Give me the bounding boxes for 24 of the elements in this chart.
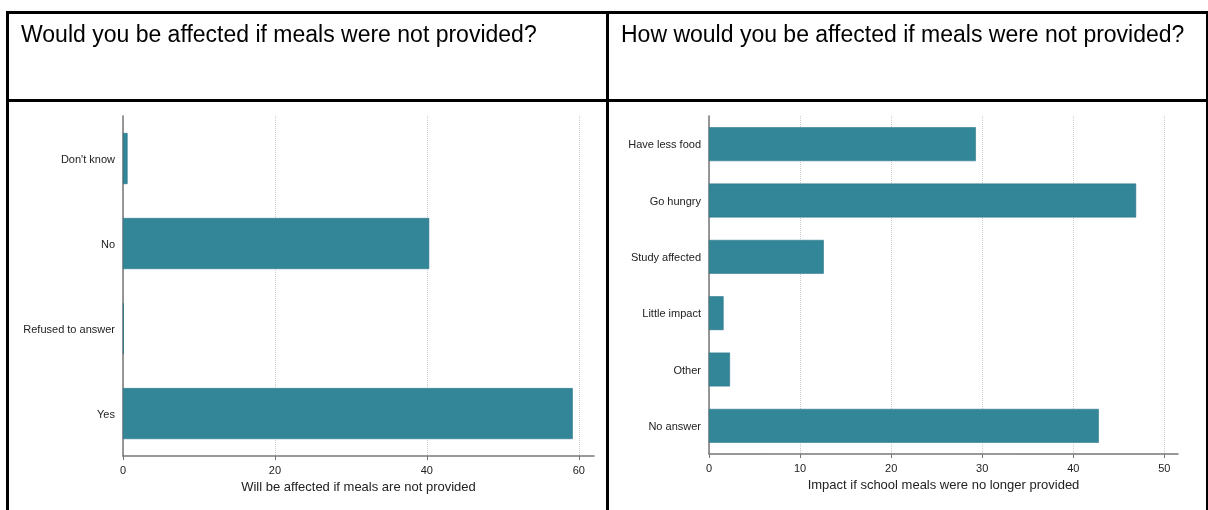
x-axis-title: Impact if school meals were no longer provided — [807, 476, 1080, 492]
x-tick-label: 30 — [976, 461, 989, 474]
x-tick-label: 0 — [119, 463, 127, 476]
x-tick-label: 40 — [1067, 461, 1080, 474]
x-tick-label: 40 — [420, 463, 433, 476]
y-tick-label: Study affected — [630, 250, 701, 263]
y-tick-label: No answer — [648, 419, 702, 432]
x-tick-label: 10 — [793, 461, 807, 474]
y-tick-label: Don't know — [60, 152, 116, 165]
x-tick-label: 0 — [705, 461, 713, 474]
y-tick-label: Other — [673, 363, 702, 376]
x-tick-label: 20 — [885, 461, 898, 474]
y-tick-label: Yes — [97, 407, 116, 420]
y-tick-label: Little impact — [642, 307, 701, 320]
chart-title: How would you be affected if meals were not provided? — [609, 14, 1206, 102]
y-tick-label: No — [100, 237, 115, 250]
x-axis-title: Will be affected if meals are not provided — [241, 479, 476, 494]
x-tick-label: 20 — [268, 463, 282, 476]
x-tick-label: 60 — [572, 463, 585, 476]
y-tick-label: Have less food — [628, 138, 701, 151]
x-tick-label: 50 — [1158, 461, 1171, 474]
y-tick-label: Go hungry — [649, 194, 702, 207]
y-tick-label: Refused to answer — [23, 322, 116, 335]
chart-title: Would you be affected if meals were not provided? — [9, 14, 606, 102]
